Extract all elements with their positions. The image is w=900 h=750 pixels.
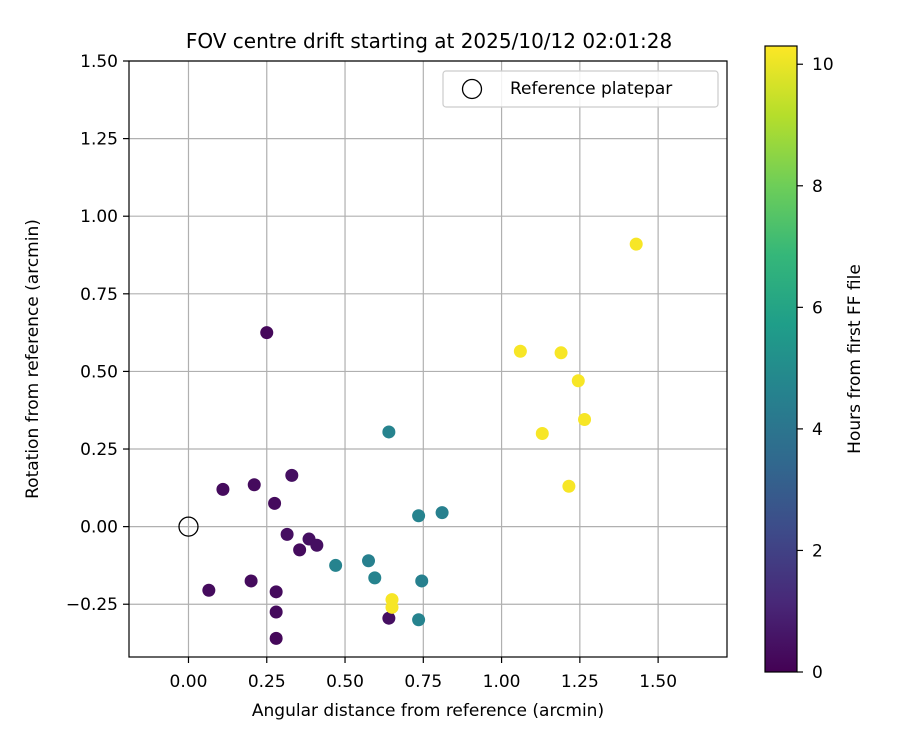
data-point: [562, 479, 576, 493]
x-tick-label: 0.25: [248, 672, 286, 692]
data-point: [435, 506, 449, 520]
data-point: [382, 425, 396, 439]
colorbar-tick-label: 2: [812, 541, 823, 561]
data-point: [216, 482, 230, 496]
y-axis-label: Rotation from reference (arcmin): [23, 219, 43, 499]
y-tick-label: 0.25: [80, 440, 118, 460]
data-point: [571, 374, 585, 388]
data-point: [382, 611, 396, 625]
y-tick-label: 0.00: [80, 518, 118, 538]
chart-title: FOV centre drift starting at 2025/10/12 …: [186, 29, 672, 53]
legend: Reference platepar: [442, 70, 719, 108]
x-tick-label: 1.25: [561, 672, 599, 692]
colorbar-label: Hours from first FF file: [845, 264, 865, 454]
data-point: [554, 346, 568, 360]
colorbar: 0 2 4 6 8 10 Hours from first FF file: [764, 45, 865, 683]
data-point: [412, 509, 426, 523]
data-point: [269, 585, 283, 599]
data-point: [415, 574, 429, 588]
data-point: [578, 413, 592, 427]
data-point: [293, 543, 307, 557]
x-axis-ticks: 0.00 0.25 0.50 0.75 1.00 1.25 1.50: [170, 657, 677, 692]
data-point: [285, 468, 299, 482]
data-point: [269, 605, 283, 619]
data-point: [385, 600, 399, 614]
x-axis-label: Angular distance from reference (arcmin): [252, 701, 604, 721]
colorbar-ticks: 0 2 4 6 8 10: [797, 55, 834, 683]
colorbar-tick-label: 8: [812, 177, 823, 197]
data-point: [329, 558, 343, 572]
x-tick-label: 1.50: [639, 672, 677, 692]
data-point: [247, 478, 261, 492]
data-point: [368, 571, 382, 585]
y-tick-label: 1.25: [80, 130, 118, 150]
data-point: [202, 583, 216, 597]
y-tick-label: 1.50: [80, 52, 118, 72]
legend-label: Reference platepar: [510, 79, 672, 99]
y-tick-label: 0.50: [80, 362, 118, 382]
data-points: [202, 237, 643, 645]
legend-box: [442, 70, 719, 108]
data-point: [513, 344, 527, 358]
data-point: [629, 237, 643, 251]
colorbar-tick-label: 10: [812, 55, 834, 75]
colorbar-tick-label: 4: [812, 420, 823, 440]
y-tick-label: 0.75: [80, 285, 118, 305]
colorbar-tick-label: 6: [812, 298, 823, 318]
data-point: [412, 613, 426, 627]
data-point: [280, 527, 294, 541]
colorbar-tick-label: 0: [812, 663, 823, 683]
y-tick-label: −0.25: [66, 595, 118, 615]
legend-reference-marker: [461, 78, 483, 100]
reference-platepar-marker: [178, 516, 199, 537]
data-point: [260, 326, 274, 340]
grid-lines: [129, 60, 727, 657]
x-tick-label: 1.00: [483, 672, 521, 692]
x-tick-label: 0.50: [326, 672, 364, 692]
colorbar-gradient: [764, 45, 798, 673]
data-point: [269, 631, 283, 645]
plot-frame: [128, 60, 728, 658]
data-point: [310, 538, 324, 552]
data-point: [362, 554, 376, 568]
y-tick-label: 1.00: [80, 207, 118, 227]
reference-marker-layer: [178, 516, 199, 537]
x-tick-label: 0.75: [404, 672, 442, 692]
x-tick-label: 0.00: [170, 672, 208, 692]
data-point: [244, 574, 258, 588]
data-point: [535, 427, 549, 440]
y-axis-ticks: −0.25 0.00 0.25 0.50 0.75 1.00 1.25 1.50: [66, 52, 129, 615]
data-point: [268, 496, 282, 510]
